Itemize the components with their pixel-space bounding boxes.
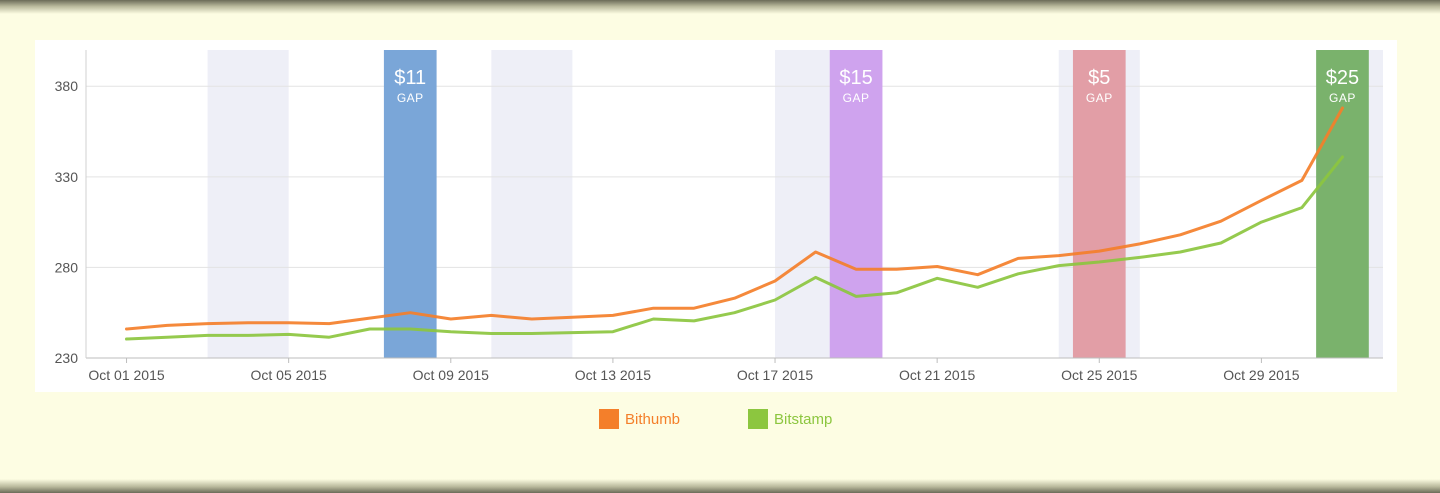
legend-swatch-bitstamp — [748, 409, 768, 429]
x-tick-label: Oct 05 2015 — [251, 367, 327, 383]
gap-highlight-bars — [383, 50, 1369, 358]
chart-panel: 230 280 330 380 Oct 01 2015 Oct 05 2015 Oct 0… — [35, 40, 1397, 392]
chart-legend: Bithumb Bitstamp — [0, 408, 1440, 432]
weekend-band — [491, 50, 573, 358]
x-tick-label: Oct 25 2015 — [1061, 367, 1137, 383]
legend-item-bithumb[interactable]: Bithumb — [599, 408, 680, 430]
gap-bar — [383, 50, 437, 358]
y-tick-label: 280 — [55, 259, 79, 275]
y-tick-label: 330 — [55, 169, 79, 185]
gap-text-label: GAP — [1329, 91, 1356, 105]
gap-bar — [1316, 50, 1369, 358]
gap-text-label: GAP — [843, 91, 870, 105]
axes — [85, 50, 1383, 363]
x-tick-label: Oct 21 2015 — [899, 367, 975, 383]
series-line-bitstamp — [125, 155, 1344, 341]
bottom-edge-shadow — [0, 479, 1440, 493]
x-tick-label: Oct 09 2015 — [413, 367, 489, 383]
legend-swatch-bithumb — [599, 409, 619, 429]
legend-item-bitstamp[interactable]: Bitstamp — [748, 408, 832, 430]
gap-amount-label: $25 — [1326, 67, 1359, 89]
legend-label-bitstamp: Bitstamp — [774, 410, 833, 428]
series-lines — [125, 106, 1344, 341]
gap-amount-label: $5 — [1088, 67, 1110, 89]
gap-amount-label: $11 — [394, 67, 426, 89]
gap-amount-label: $15 — [839, 67, 872, 89]
gridlines — [86, 85, 1383, 268]
x-axis-tick-labels: Oct 01 2015 Oct 05 2015 Oct 09 2015 Oct 13 … — [88, 367, 1299, 383]
weekend-band — [207, 50, 289, 358]
gap-labels: $11 GAP $15 GAP $5 GAP $25 GAP — [394, 67, 1359, 105]
x-tick-label: Oct 29 2015 — [1223, 367, 1299, 383]
y-axis-tick-labels: 230 280 330 380 — [55, 78, 79, 366]
series-line-bithumb — [125, 106, 1344, 331]
top-edge-shadow — [0, 0, 1440, 14]
y-tick-label: 230 — [55, 350, 79, 366]
x-tick-label: Oct 13 2015 — [575, 367, 651, 383]
gap-bar — [829, 50, 883, 358]
gap-bar — [1072, 50, 1126, 358]
y-tick-label: 380 — [55, 78, 79, 94]
x-tick-label: Oct 01 2015 — [88, 367, 164, 383]
gap-text-label: GAP — [1086, 91, 1113, 105]
gap-text-label: GAP — [397, 91, 424, 105]
legend-label-bithumb: Bithumb — [625, 410, 681, 428]
x-tick-label: Oct 17 2015 — [737, 367, 813, 383]
